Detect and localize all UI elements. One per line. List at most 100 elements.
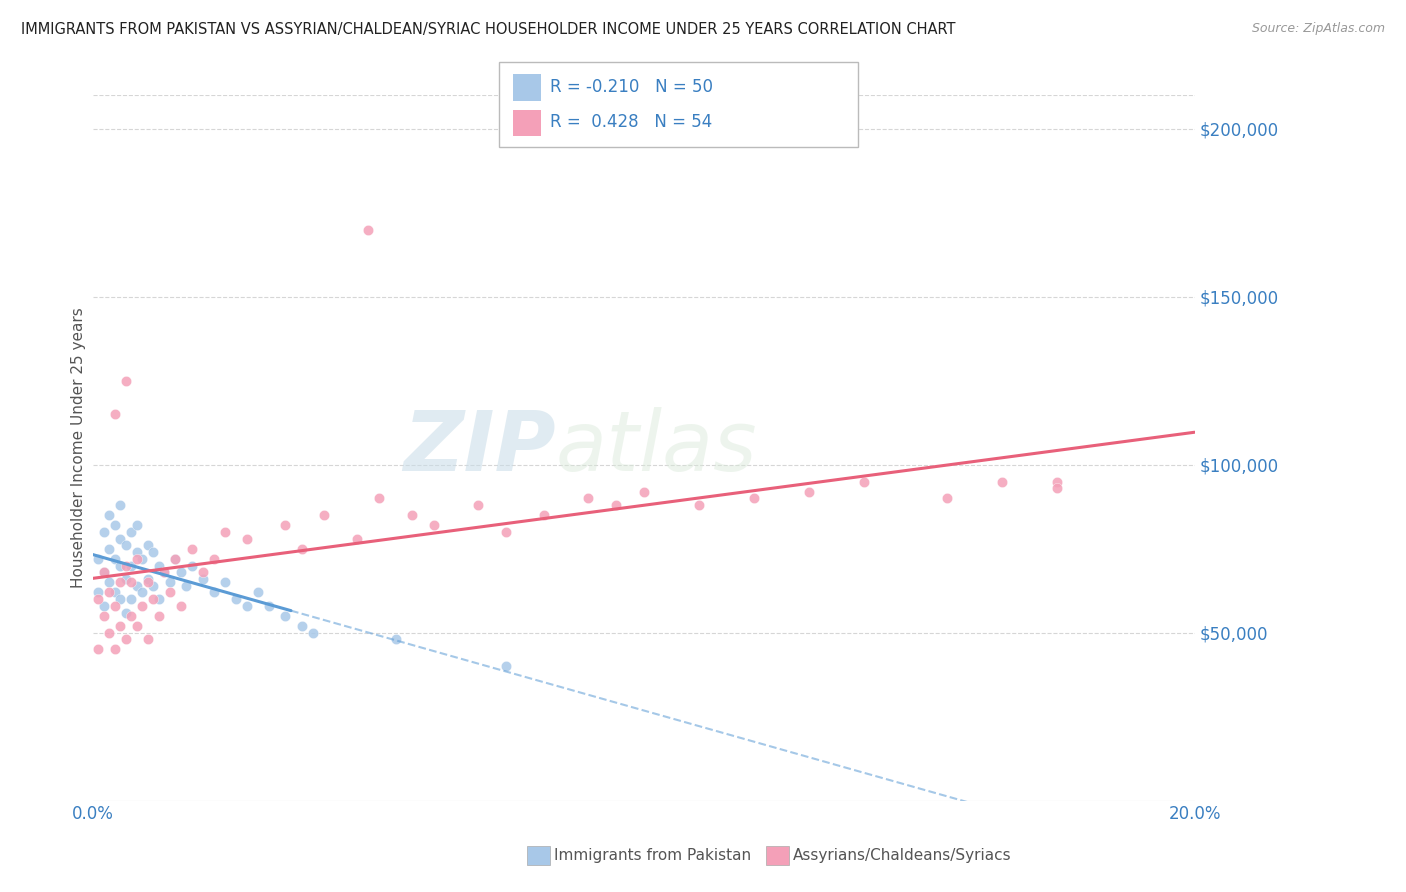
Point (142, 545, 165, 559)
Point (87, 585, 110, 599)
Point (93, 566, 115, 580)
Point (108, 575, 131, 590)
Point (852, 475, 875, 489)
Point (120, 524, 142, 539)
Point (346, 532, 368, 546)
Point (384, 632, 406, 647)
Point (302, 625, 325, 640)
Point (125, 545, 148, 559)
Point (104, 551, 127, 566)
Point (93, 566, 115, 580)
Point (236, 599, 259, 613)
Point (935, 491, 957, 506)
Point (202, 585, 225, 599)
Point (533, 508, 555, 522)
Point (98, 585, 121, 599)
Point (104, 642, 127, 657)
Point (246, 585, 269, 599)
Point (165, 551, 187, 566)
Point (257, 599, 280, 613)
Point (274, 518, 297, 533)
Point (125, 619, 148, 633)
Text: IMMIGRANTS FROM PAKISTAN VS ASSYRIAN/CHALDEAN/SYRIAC HOUSEHOLDER INCOME UNDER 25: IMMIGRANTS FROM PAKISTAN VS ASSYRIAN/CHA… (21, 22, 956, 37)
Point (136, 632, 159, 647)
Point (148, 592, 170, 607)
Point (98, 575, 121, 590)
Point (291, 541, 314, 556)
Point (148, 608, 170, 623)
Point (159, 585, 181, 599)
Point (87, 551, 110, 566)
Point (131, 551, 153, 566)
Point (274, 608, 297, 623)
Point (98, 508, 121, 522)
Point (108, 558, 131, 573)
Point (120, 608, 142, 623)
Point (1046, 475, 1069, 489)
Point (125, 551, 148, 566)
Point (114, 374, 136, 388)
Point (467, 498, 489, 512)
Point (136, 572, 159, 586)
Point (120, 558, 142, 573)
Point (114, 572, 136, 586)
Point (104, 599, 127, 613)
Point (165, 551, 187, 566)
Text: R = -0.210   N = 50: R = -0.210 N = 50 (550, 78, 713, 95)
Point (136, 575, 159, 590)
Point (153, 566, 176, 580)
Point (170, 599, 193, 613)
Point (104, 585, 127, 599)
Point (108, 498, 131, 512)
Point (148, 558, 170, 573)
Point (180, 541, 202, 556)
Text: Source: ZipAtlas.com: Source: ZipAtlas.com (1251, 22, 1385, 36)
Point (202, 551, 225, 566)
Point (93, 524, 115, 539)
Point (214, 524, 236, 539)
Point (104, 408, 127, 422)
Point (191, 572, 214, 586)
Point (605, 498, 627, 512)
Point (136, 538, 159, 552)
Point (87, 592, 110, 607)
Point (214, 575, 236, 590)
Point (93, 608, 115, 623)
Point (742, 491, 765, 506)
Point (1046, 481, 1069, 495)
Point (98, 541, 121, 556)
Point (114, 606, 136, 620)
Point (108, 592, 131, 607)
Point (108, 619, 131, 633)
Point (159, 575, 181, 590)
Point (174, 579, 197, 593)
Point (423, 518, 446, 533)
Point (495, 524, 517, 539)
Point (104, 518, 127, 533)
Point (495, 659, 517, 673)
Point (142, 579, 165, 593)
Point (170, 566, 193, 580)
Point (114, 538, 136, 552)
Point (93, 599, 115, 613)
Point (291, 619, 314, 633)
Point (688, 498, 710, 512)
Point (312, 508, 335, 522)
Point (236, 532, 259, 546)
Point (191, 566, 214, 580)
Text: R =  0.428   N = 54: R = 0.428 N = 54 (550, 113, 711, 131)
Point (633, 484, 655, 499)
Point (368, 491, 391, 506)
Point (120, 592, 142, 607)
Y-axis label: Householder Income Under 25 years: Householder Income Under 25 years (72, 308, 86, 589)
Point (797, 484, 820, 499)
Point (131, 585, 153, 599)
Point (990, 475, 1012, 489)
Point (142, 592, 165, 607)
Point (120, 575, 142, 590)
Point (578, 491, 600, 506)
Point (108, 532, 131, 546)
Point (131, 599, 153, 613)
Point (114, 558, 136, 573)
Point (401, 508, 423, 522)
